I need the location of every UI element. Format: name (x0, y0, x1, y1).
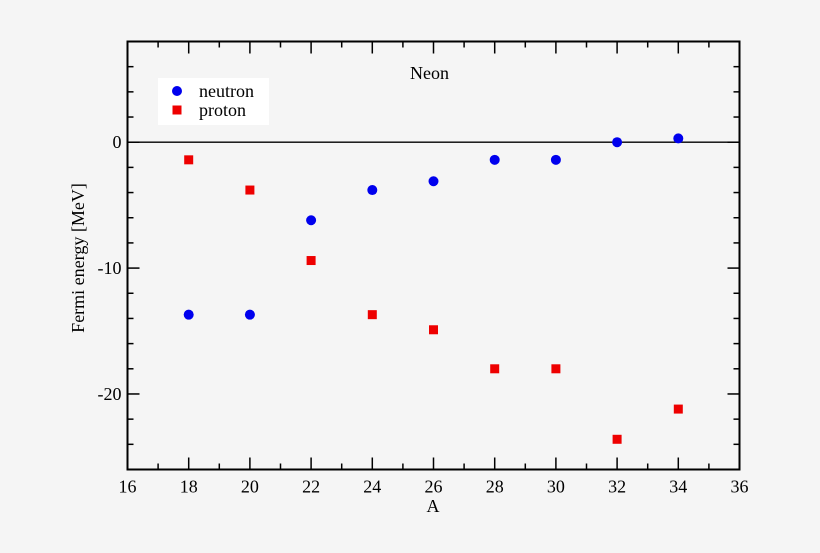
neutron-point (612, 137, 623, 148)
neutron-point (306, 215, 317, 226)
data-points (183, 133, 684, 444)
x-tick-label: 26 (425, 477, 443, 497)
legend-neutron-marker-icon (172, 86, 182, 96)
legend-neutron-label: neutron (199, 81, 254, 101)
x-tick-label: 34 (669, 477, 687, 497)
y-tick-label: 0 (113, 132, 122, 152)
x-tick-label: 28 (486, 477, 504, 497)
chart-title: Neon (410, 63, 449, 83)
x-tick-label: 36 (731, 477, 749, 497)
proton-point (245, 185, 255, 195)
legend-proton-label: proton (199, 100, 246, 120)
neutron-point (428, 176, 439, 187)
y-axis-label: Fermi energy [MeV] (68, 183, 88, 333)
proton-point (184, 155, 194, 165)
proton-point (429, 325, 438, 335)
proton-point (367, 310, 377, 320)
y-tick-label: -20 (98, 384, 122, 404)
series-neutron (183, 133, 684, 320)
x-tick-label: 30 (547, 477, 565, 497)
legend-box (158, 78, 269, 125)
x-tick-label: 16 (119, 477, 137, 497)
y-tick-label: -10 (98, 258, 122, 278)
tick-labels: 16 18 20 22 24 26 28 30 32 34 36 -20 -10 0 (98, 132, 749, 496)
proton-point (306, 256, 316, 266)
legend-proton-marker-icon (172, 105, 182, 115)
x-tick-label: 22 (302, 477, 320, 497)
proton-point (551, 364, 561, 374)
x-tick-label: 32 (608, 477, 626, 497)
neutron-point (183, 309, 194, 320)
axis-ticks (127, 41, 740, 470)
proton-point (490, 364, 500, 374)
legend: neutron proton (158, 78, 269, 125)
x-tick-label: 18 (180, 477, 198, 497)
x-tick-label: 20 (241, 477, 259, 497)
neutron-point (367, 185, 378, 196)
series-proton (184, 155, 683, 444)
x-axis-label: A (427, 496, 440, 516)
x-tick-label: 24 (363, 477, 381, 497)
neutron-point (244, 309, 255, 320)
proton-point (673, 404, 683, 414)
neutron-point (550, 154, 561, 165)
proton-point (612, 434, 622, 444)
neutron-point (673, 133, 684, 144)
neutron-point (489, 154, 500, 165)
